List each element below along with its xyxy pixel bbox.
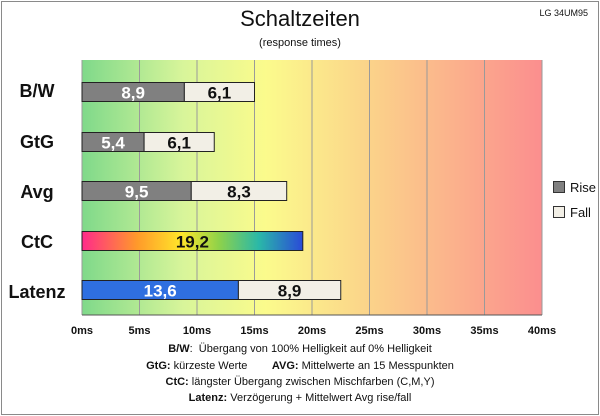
footnote-gtg-avg: GtG: kürzeste Werte AVG: Mittelwerte an … [0,360,600,372]
bar-fall [143,132,215,152]
tick-label: 30ms [412,325,442,337]
footnote-ctc-text: längster Übergang zwischen Mischfarben (… [191,376,435,388]
footnote-latenz: Latenz: Verzögerung + Mittelwert Avg ris… [0,392,600,404]
legend-rise-swatch [553,181,565,193]
footnote-gtg-label: GtG: [146,360,171,372]
category-label-ctc: CtC [21,232,53,252]
bar-rise [81,231,304,251]
legend-fall-label: Fall [570,205,591,220]
bar-fall-label: 6,1 [208,84,232,103]
bar-fall [237,280,342,300]
legend-fall: Fall [553,205,591,220]
footnote-ctc: CtC: längster Übergang zwischen Mischfar… [0,376,600,388]
bar-rise-label: 8,9 [121,84,145,103]
footnote-gtg-text: kürzeste Werte [173,360,248,372]
footnote-latenz-text: Verzögerung + Mittelwert Avg rise/fall [230,392,412,404]
legend-rise-label: Rise [570,180,597,195]
chart-subtitle: (response times) [259,37,341,49]
bar-fall-label: 8,9 [278,282,302,301]
bar-fall-label: 8,3 [227,183,251,202]
monitor-model: LG 34UM95 [539,8,588,18]
bar-rise-label: 9,5 [125,183,149,202]
tick-label: 25ms [355,325,384,337]
tick-label: 35ms [470,325,499,337]
bar-fall [190,181,288,201]
footnote-ctc-label: CtC: [165,376,189,388]
tick-label: 0ms [70,325,94,337]
category-label-avg: Avg [20,182,54,202]
footnote-avg-label: AVG: [271,360,299,372]
legend-rise: Rise [553,180,596,195]
footnote-bw-text: Übergang von 100% Helligkeit auf 0% Hell… [198,343,432,355]
category-label-gtg: GtG [20,132,54,152]
tick-label: 40ms [527,325,557,337]
chart-title: Schaltzeiten [240,6,360,31]
tick-label: 20ms [297,325,327,337]
legend-fall-swatch [553,206,565,218]
footnote-avg-text: Mittelwerte an 15 Messpunkten [301,360,454,372]
bar-fall-label: 6,1 [167,134,191,153]
bar-rise-label: 13,6 [144,282,177,301]
footnote-bw: B/W: Übergang von 100% Helligkeit auf 0%… [168,343,432,355]
tick-label: 15ms [240,325,269,337]
footnote-latenz-label: Latenz: [188,392,228,404]
category-label-bw: B/W [19,81,55,101]
bar-rise-label: 5,4 [101,134,125,153]
bar-rise-label: 19,2 [176,233,209,252]
footnote-bw-label: B/W [168,343,190,355]
bar-fall [183,82,256,102]
tick-label: 5ms [128,325,151,337]
category-label-latenz: Latenz [8,282,66,302]
tick-label: 10ms [182,325,212,337]
